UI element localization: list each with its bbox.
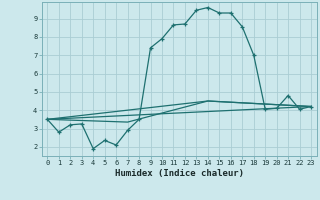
X-axis label: Humidex (Indice chaleur): Humidex (Indice chaleur) xyxy=(115,169,244,178)
